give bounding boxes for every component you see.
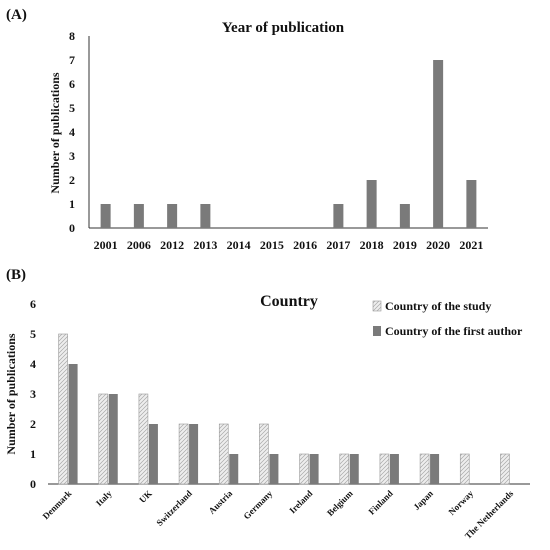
panel-b-x-ticks: Denmark Italy UK Switzerland Austria Germany I… bbox=[41, 488, 516, 541]
bar-2006 bbox=[133, 204, 144, 228]
bar-2018 bbox=[366, 180, 377, 228]
panel-a-x-tick-label: 2020 bbox=[426, 238, 450, 252]
panel-b-x-tick-label: Denmark bbox=[41, 488, 74, 521]
panel-a-y-tick-label: 4 bbox=[69, 125, 75, 139]
bar-japan-country-of-the-first-author bbox=[430, 454, 440, 484]
panel-b-x-tick-label: Finland bbox=[367, 488, 395, 516]
bar-norway-country-of-the-study bbox=[459, 453, 470, 485]
panel-a-x-ticks: 2001 2006 2012 2013 2014 2015 2016 2017 2018 2019… bbox=[94, 238, 484, 252]
panel-b-x-tick-label: UK bbox=[137, 488, 154, 505]
panel-b-legend: Country of the study Country of the firs… bbox=[372, 299, 523, 338]
panel-b-title: Country bbox=[260, 293, 318, 310]
bar-denmark-country-of-the-first-author bbox=[68, 364, 78, 484]
panel-a-x-tick-label: 2016 bbox=[293, 238, 317, 252]
bar-2020 bbox=[433, 60, 444, 228]
panel-b: (B) Country Number of publications 0 1 2 3 4… bbox=[4, 267, 530, 541]
bar-austria-country-of-the-first-author bbox=[229, 454, 239, 484]
bar-italy-country-of-the-study bbox=[98, 393, 109, 485]
panel-a-x-tick-label: 2014 bbox=[227, 238, 251, 252]
bar-germany-country-of-the-first-author bbox=[269, 454, 279, 484]
panel-b-y-tick-label: 0 bbox=[30, 477, 36, 491]
bar-belgium-country-of-the-first-author bbox=[349, 454, 359, 484]
bar-2019 bbox=[399, 204, 410, 228]
panel-a-y-tick-label: 5 bbox=[69, 101, 75, 115]
panel-a-y-tick-label: 1 bbox=[69, 197, 75, 211]
panel-b-x-tick-label: Switzerland bbox=[154, 488, 194, 528]
legend-label-country-of-the-study: Country of the study bbox=[385, 299, 491, 313]
panel-b-y-tick-label: 4 bbox=[30, 357, 36, 371]
panel-b-bars bbox=[58, 333, 510, 485]
bar-japan-country-of-the-study bbox=[419, 453, 430, 485]
panel-b-y-tick-label: 6 bbox=[30, 297, 36, 311]
legend-swatch-country-of-the-first-author bbox=[373, 326, 381, 336]
bar-finland-country-of-the-first-author bbox=[389, 454, 399, 484]
bar-2013 bbox=[200, 204, 211, 228]
bar-ireland-country-of-the-study bbox=[299, 453, 309, 485]
legend-swatch-country-of-the-study bbox=[372, 300, 382, 312]
panel-a-y-tick-label: 7 bbox=[69, 53, 75, 67]
panel-a-bars bbox=[100, 60, 477, 228]
panel-b-x-tick-label: Austria bbox=[207, 488, 235, 516]
panel-b-x-tick-label: Japan bbox=[411, 488, 435, 512]
panel-b-x-tick-label: Norway bbox=[447, 488, 476, 517]
panel-a-x-tick-label: 2013 bbox=[193, 238, 217, 252]
panel-b-y-tick-label: 2 bbox=[30, 417, 36, 431]
bar-finland-country-of-the-study bbox=[379, 453, 390, 485]
panel-a-x-tick-label: 2012 bbox=[160, 238, 184, 252]
panel-a-y-tick-label: 3 bbox=[69, 149, 75, 163]
panel-a-y-tick-label: 8 bbox=[69, 29, 75, 43]
panel-b-x-tick-label: Italy bbox=[94, 488, 114, 508]
panel-a: (A) Year of publication Number of public… bbox=[6, 7, 488, 252]
panel-a-x-tick-label: 2001 bbox=[94, 238, 118, 252]
bar-switzerland-country-of-the-first-author bbox=[189, 424, 199, 484]
panel-a-y-axis-label: Number of publications bbox=[48, 72, 62, 193]
panel-a-y-tick-label: 6 bbox=[69, 77, 75, 91]
panel-b-label: (B) bbox=[6, 267, 26, 283]
panel-a-x-tick-label: 2006 bbox=[127, 238, 151, 252]
panel-a-x-tick-label: 2017 bbox=[326, 238, 350, 252]
bar-denmark-country-of-the-study bbox=[58, 333, 68, 485]
bar-2012 bbox=[167, 204, 178, 228]
bar-ireland-country-of-the-first-author bbox=[309, 454, 319, 484]
bar-the-netherlands-country-of-the-study bbox=[500, 453, 510, 485]
panel-a-x-tick-label: 2015 bbox=[260, 238, 284, 252]
bar-uk-country-of-the-first-author bbox=[148, 424, 158, 484]
panel-b-y-tick-label: 1 bbox=[30, 447, 36, 461]
panel-a-title: Year of publication bbox=[222, 20, 345, 36]
bar-germany-country-of-the-study bbox=[259, 423, 269, 485]
legend-label-country-of-the-first-author: Country of the first author bbox=[385, 324, 523, 338]
panel-b-y-tick-label: 3 bbox=[30, 387, 36, 401]
panel-a-y-tick-label: 2 bbox=[69, 173, 75, 187]
bar-2021 bbox=[466, 180, 477, 228]
panel-b-y-ticks: 0 1 2 3 4 5 6 bbox=[30, 297, 36, 491]
bar-belgium-country-of-the-study bbox=[339, 453, 350, 485]
panel-a-x-tick-label: 2021 bbox=[459, 238, 483, 252]
panel-a-x-tick-label: 2018 bbox=[360, 238, 384, 252]
panel-b-x-tick-label: Belgium bbox=[325, 488, 355, 518]
panel-b-x-tick-label: Germany bbox=[241, 488, 274, 521]
panel-a-label: (A) bbox=[6, 7, 27, 23]
panel-a-y-ticks: 0 1 2 3 4 5 6 7 8 bbox=[69, 29, 75, 235]
bar-uk-country-of-the-study bbox=[138, 393, 149, 485]
panel-a-x-tick-label: 2019 bbox=[393, 238, 417, 252]
panel-a-y-tick-label: 0 bbox=[69, 221, 75, 235]
bar-italy-country-of-the-first-author bbox=[108, 394, 118, 484]
panel-b-y-axis-label: Number of publications bbox=[4, 333, 18, 454]
bar-austria-country-of-the-study bbox=[218, 423, 229, 485]
panel-b-x-tick-label: Ireland bbox=[287, 488, 314, 515]
bar-2017 bbox=[333, 204, 344, 228]
bar-switzerland-country-of-the-study bbox=[178, 423, 189, 485]
panel-b-y-tick-label: 5 bbox=[30, 327, 36, 341]
bar-2001 bbox=[100, 204, 111, 228]
